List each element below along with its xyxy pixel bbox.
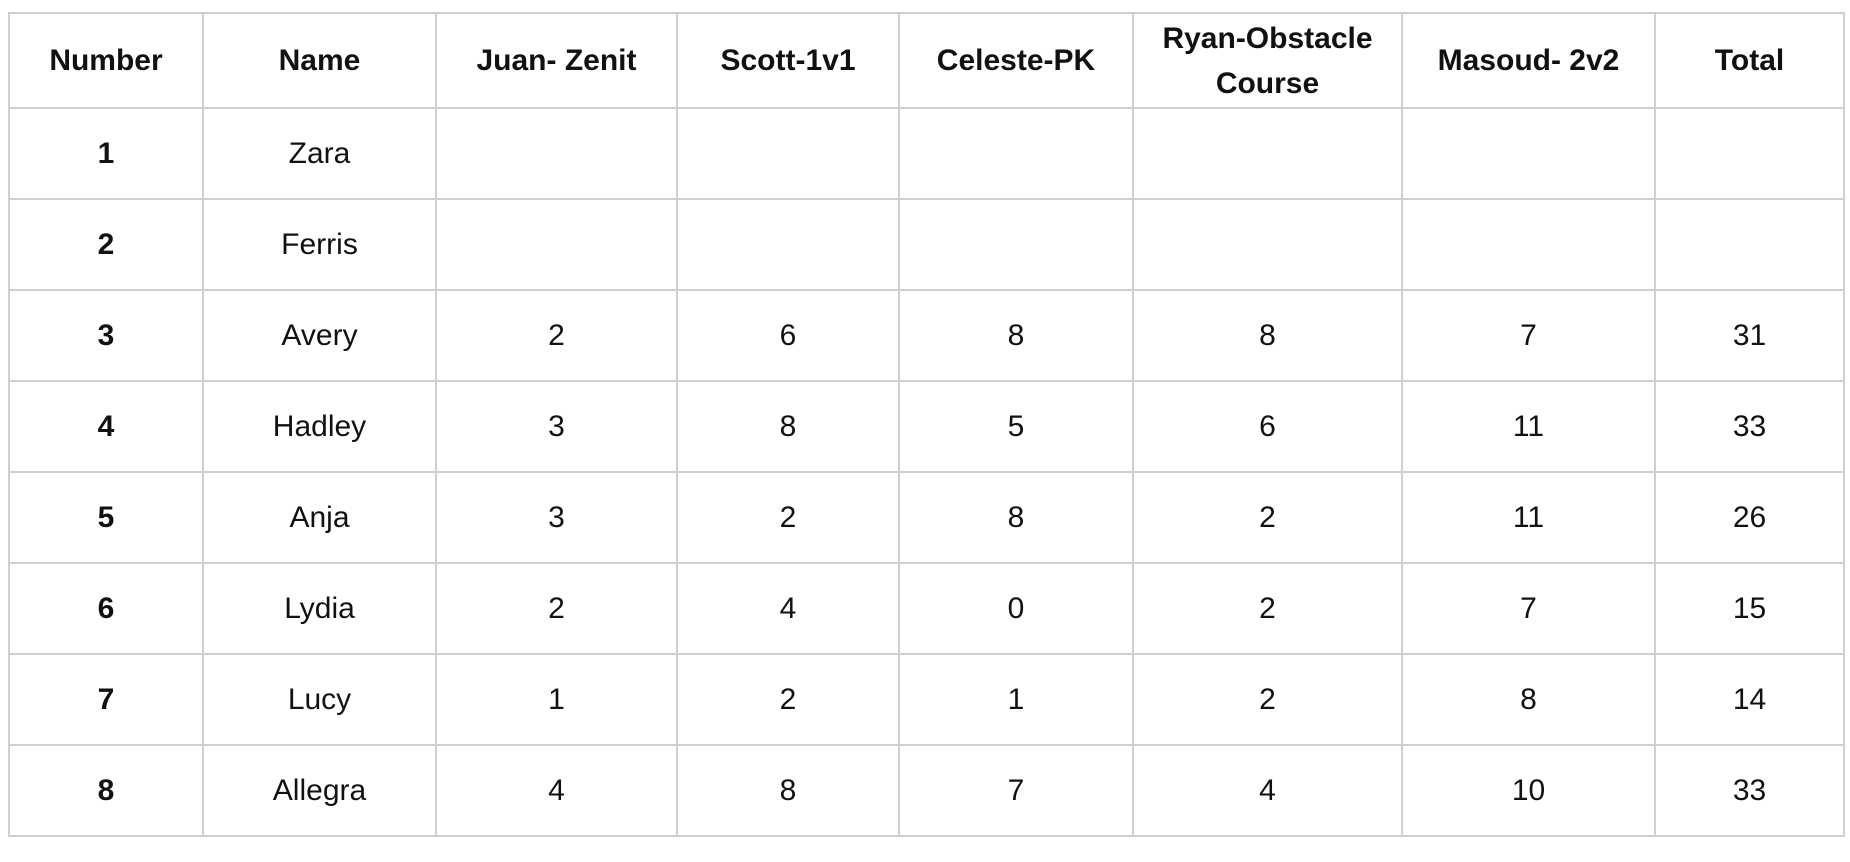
header-cell: Juan- Zenit [435,12,678,109]
table-cell: 8 [898,471,1134,564]
empty-cell [1401,198,1656,291]
table-cell: 4 [1132,744,1403,837]
table-cell: Zara [202,107,437,200]
table-row: 4 Hadley 3 8 5 6 11 33 [8,380,1845,473]
table-cell: 31 [1654,289,1845,382]
table-cell: 2 [435,562,678,655]
header-cell: Total [1654,12,1845,109]
table-row: 2 Ferris [8,198,1845,291]
table-cell: 2 [1132,562,1403,655]
table-cell: 4 [435,744,678,837]
table-cell: 6 [1132,380,1403,473]
table-cell: 8 [8,744,204,837]
header-cell: Masoud- 2v2 [1401,12,1656,109]
table-cell: 5 [898,380,1134,473]
table-cell: 7 [1401,289,1656,382]
table-cell: 2 [435,289,678,382]
table-cell: 2 [8,198,204,291]
table-row: 8 Allegra 4 8 7 4 10 33 [8,744,1845,837]
empty-cell [1401,107,1656,200]
table-cell: 5 [8,471,204,564]
table-cell: 11 [1401,380,1656,473]
table-cell: 1 [435,653,678,746]
empty-cell [1132,107,1403,200]
header-cell: Number [8,12,204,109]
table-row: 5 Anja 3 2 8 2 11 26 [8,471,1845,564]
header-cell: Celeste-PK [898,12,1134,109]
table-cell: 2 [676,471,900,564]
empty-cell [1654,107,1845,200]
table-cell: 3 [435,380,678,473]
table-cell: Avery [202,289,437,382]
table-cell: Anja [202,471,437,564]
table-cell: Allegra [202,744,437,837]
table-cell: Ferris [202,198,437,291]
table-cell: 1 [898,653,1134,746]
table-cell: 15 [1654,562,1845,655]
header-cell: Ryan-Obstacle Course [1132,12,1403,109]
table-cell: 33 [1654,744,1845,837]
table-row: 6 Lydia 2 4 0 2 7 15 [8,562,1845,655]
table-cell: 2 [1132,653,1403,746]
empty-cell [435,107,678,200]
table-cell: 7 [898,744,1134,837]
table-cell: Hadley [202,380,437,473]
empty-cell [898,198,1134,291]
table-cell: 4 [676,562,900,655]
empty-cell [676,198,900,291]
table-cell: 26 [1654,471,1845,564]
header-row: Number Name Juan- Zenit Scott-1v1 Celeste-PK… [8,12,1845,109]
empty-cell [435,198,678,291]
header-cell: Scott-1v1 [676,12,900,109]
empty-cell [898,107,1134,200]
table-row: 7 Lucy 1 2 1 2 8 14 [8,653,1845,746]
table-row: 3 Avery 2 6 8 8 7 31 [8,289,1845,382]
table-cell: 3 [435,471,678,564]
table-body: 1 Zara 2 Ferris 3 Avery 2 6 8 8 7 31 4 Hadley 3 8 5 6 11 33… [8,107,1845,837]
header-cell: Name [202,12,437,109]
table-cell: 1 [8,107,204,200]
table-cell: 33 [1654,380,1845,473]
table-cell: 8 [1401,653,1656,746]
table-cell: 6 [8,562,204,655]
table-cell: 8 [1132,289,1403,382]
table-cell: 0 [898,562,1134,655]
table-cell: 7 [8,653,204,746]
empty-cell [676,107,900,200]
table-cell: 11 [1401,471,1656,564]
table-cell: 8 [676,380,900,473]
table-row: 1 Zara [8,107,1845,200]
table-cell: 10 [1401,744,1656,837]
table-cell: 2 [1132,471,1403,564]
table-cell: 8 [676,744,900,837]
empty-cell [1132,198,1403,291]
table-cell: 2 [676,653,900,746]
table-cell: 3 [8,289,204,382]
empty-cell [1654,198,1845,291]
table-cell: 14 [1654,653,1845,746]
table-cell: 6 [676,289,900,382]
table-cell: Lydia [202,562,437,655]
table-cell: 7 [1401,562,1656,655]
score-table: Number Name Juan- Zenit Scott-1v1 Celeste-PK… [8,12,1845,837]
table-cell: 8 [898,289,1134,382]
table-cell: Lucy [202,653,437,746]
table-cell: 4 [8,380,204,473]
